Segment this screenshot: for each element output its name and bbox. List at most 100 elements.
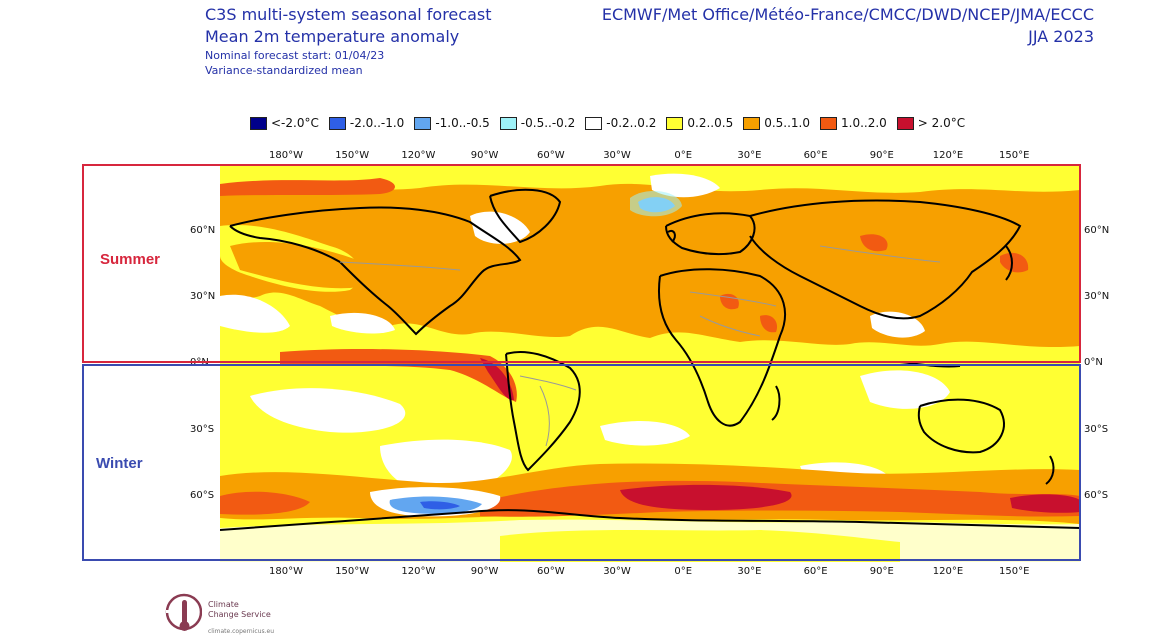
lat-tick-label-right: 0°N	[1084, 357, 1103, 368]
lat-tick-label-right: 60°S	[1084, 490, 1109, 501]
south-white-patch-1	[250, 388, 406, 433]
lat-tick-label-right: 60°N	[1084, 225, 1110, 236]
north-red-orange-spot-5	[860, 234, 888, 252]
lon-tick-label: 180°W	[269, 566, 303, 577]
new-zealand-coast	[1045, 455, 1055, 485]
lon-tick-label: 60°E	[803, 150, 828, 161]
legend-item: > 2.0°C	[896, 116, 966, 130]
lon-tick-label: 120°W	[401, 566, 436, 577]
legend-item: -0.2..0.2	[585, 116, 656, 130]
south-white-patch-3	[860, 370, 950, 409]
map-title: C3S multi-system seasonal forecast	[205, 5, 492, 24]
lon-tick-label: 30°W	[603, 150, 631, 161]
lon-tick-label: 90°E	[869, 566, 894, 577]
north-red-orange-spot-1	[1000, 252, 1029, 273]
legend-swatch	[414, 116, 432, 130]
climate-logo-icon	[165, 593, 202, 631]
legend-item: -2.0..-1.0	[328, 116, 405, 130]
legend-label: > 2.0°C	[917, 116, 966, 130]
southern-ocean-hot-core-east	[1010, 494, 1080, 513]
legend-item: 1.0..2.0	[820, 116, 887, 130]
north-pacific-orange	[230, 241, 373, 289]
coastlines	[220, 188, 1080, 531]
legend-label: -2.0..-1.0	[349, 116, 405, 130]
lat-tick-label-left: 60°S	[190, 490, 215, 501]
legend-label: 0.2..0.5	[687, 116, 734, 130]
logo-text: Climate Change Service	[208, 600, 271, 620]
legend-label: -0.2..0.2	[606, 116, 657, 130]
logo-line1: Climate	[208, 600, 239, 609]
lon-tick-label: 150°E	[998, 150, 1030, 161]
logo-line2: Change Service	[208, 610, 271, 619]
lon-tick-label: 150°E	[998, 566, 1030, 577]
title-block: C3S multi-system seasonal forecast Mean …	[205, 4, 491, 78]
lon-tick-label: 0°E	[674, 150, 693, 161]
lat-tick-label-right: 30°N	[1084, 291, 1110, 302]
japan-coast	[1005, 245, 1013, 281]
southern-ocean-hot-core	[620, 484, 792, 510]
australia-coast	[917, 398, 1005, 454]
lon-axis-top: 180°W 150°W 120°W 90°W 60°W 30°W 0°E 30°E 60°E 90…	[0, 150, 1161, 164]
legend-swatch	[666, 116, 684, 130]
lat-tick-label-left: 30°S	[190, 424, 215, 435]
lon-tick-label: 120°E	[932, 566, 964, 577]
legend-swatch	[328, 116, 346, 130]
uk-coast	[667, 230, 676, 243]
madagascar-coast	[771, 385, 781, 421]
legend-swatch	[250, 116, 267, 130]
legend-swatch	[585, 116, 603, 130]
map-subtitle: Mean 2m temperature anomaly	[205, 27, 460, 46]
lon-tick-label: 90°W	[470, 150, 499, 161]
map-svg	[220, 166, 1080, 562]
lat-tick-label-right: 30°S	[1084, 424, 1109, 435]
country-borders	[339, 245, 941, 447]
lon-tick-label: 60°W	[536, 150, 565, 161]
lon-tick-label: 30°E	[737, 566, 762, 577]
lon-axis-bottom: 180°W 150°W 120°W 90°W 60°W 30°W 0°E 30°E 60°E 90…	[0, 566, 1161, 580]
method-note: Variance-standardized mean	[205, 64, 363, 77]
north-red-orange-spot-2	[220, 178, 395, 196]
south-pacific-dark-blue	[420, 501, 460, 510]
legend-item: <-2.0°C	[250, 116, 319, 130]
legend-item: -1.0..-0.5	[414, 116, 490, 130]
legend-item: 0.2..0.5	[666, 116, 733, 130]
agencies-block: ECMWF/Met Office/Météo-France/CMCC/DWD/N…	[602, 4, 1094, 48]
south-white-patch-4	[600, 421, 690, 446]
lon-tick-label: 180°W	[269, 150, 303, 161]
lat-tick-label-left: 30°N	[190, 291, 216, 302]
summer-highlight-box	[82, 164, 1081, 363]
lon-tick-label: 60°E	[803, 566, 828, 577]
legend-item: 0.5..1.0	[743, 116, 810, 130]
lon-tick-label: 120°W	[401, 150, 436, 161]
lon-tick-label: 30°W	[603, 566, 631, 577]
lon-tick-label: 120°E	[932, 150, 964, 161]
north-white-patch-5	[330, 312, 395, 334]
legend-label: 0.5..1.0	[764, 116, 810, 130]
lon-tick-label: 0°E	[674, 566, 693, 577]
arctic-cyan-patch	[630, 191, 682, 217]
north-red-orange-spot-3	[720, 293, 739, 310]
legend-label: -1.0..-0.5	[435, 116, 490, 130]
europe-coast	[665, 212, 756, 256]
antarctic-yellow	[500, 530, 900, 562]
legend-label: 1.0..2.0	[841, 116, 887, 130]
legend-swatch	[499, 116, 517, 130]
southern-ocean-red-west	[220, 491, 310, 515]
summer-label: Summer	[100, 251, 161, 268]
lon-tick-label: 60°W	[536, 566, 565, 577]
north-white-patch-3	[650, 173, 720, 198]
legend-swatch	[743, 116, 761, 130]
legend-label: -0.5..-0.2	[520, 116, 576, 130]
lat-tick-label-left: 60°N	[190, 225, 216, 236]
north-white-patch-1	[220, 294, 290, 333]
anomaly-map	[220, 166, 1080, 562]
winter-highlight-box	[82, 364, 1081, 561]
north-red-orange-spot-4	[760, 315, 778, 333]
south-america-coast	[505, 350, 581, 472]
africa-coast	[658, 268, 787, 427]
legend-label: <-2.0°C	[271, 116, 319, 130]
north-america-coast	[229, 206, 522, 336]
legend-swatch	[896, 116, 914, 130]
lon-tick-label: 150°W	[335, 566, 370, 577]
logo-url: climate.copernicus.eu	[208, 628, 275, 635]
